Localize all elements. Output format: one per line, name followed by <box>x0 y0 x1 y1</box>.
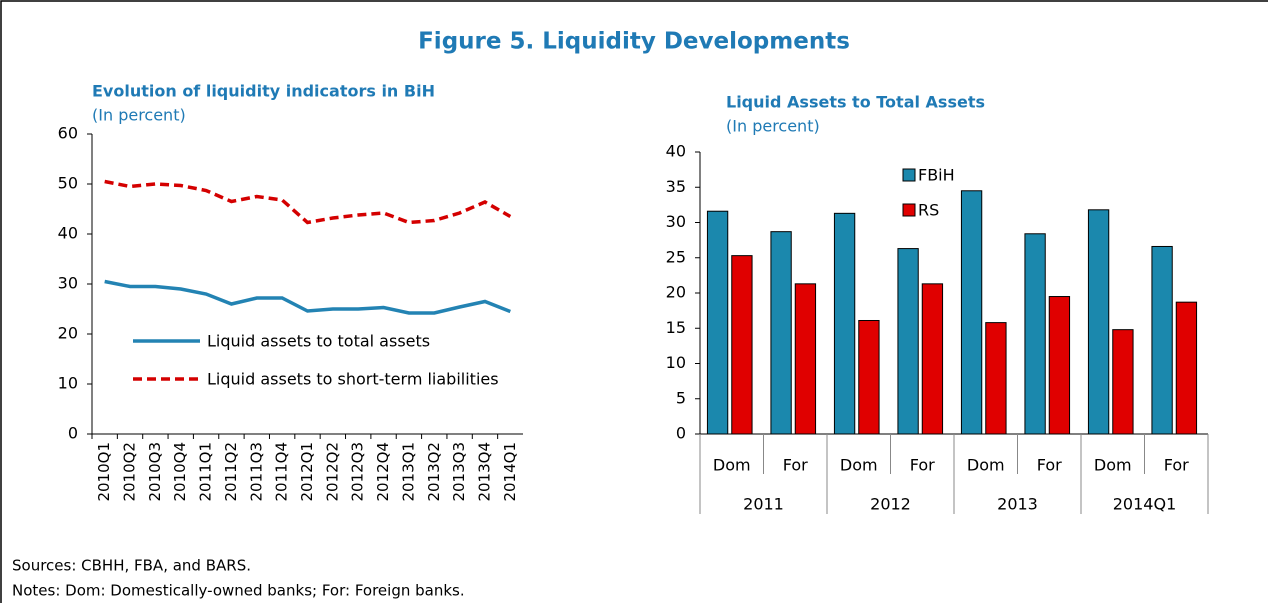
x-tick-label: Dom <box>840 456 878 475</box>
chart-title: Liquid Assets to Total Assets <box>726 93 985 112</box>
legend-label: FBiH <box>918 166 955 185</box>
y-tick-label: 10 <box>666 353 686 372</box>
bar <box>897 248 919 435</box>
y-tick-label: 30 <box>666 212 686 231</box>
bar <box>731 255 753 435</box>
group-label: 2011 <box>743 495 784 514</box>
y-tick-label: 50 <box>58 174 78 193</box>
legend-label: Liquid assets to short-term liabilities <box>207 370 499 389</box>
bar <box>858 319 880 435</box>
x-tick-label: 2011Q4 <box>273 442 291 502</box>
bar <box>985 322 1007 435</box>
bar <box>706 210 729 435</box>
y-tick-label: 20 <box>58 324 78 343</box>
x-tick-label: 2012Q3 <box>349 442 367 502</box>
figure-title: Figure 5. Liquidity Developments <box>418 29 850 55</box>
y-tick-label: 15 <box>666 318 686 337</box>
chart-subtitle: (In percent) <box>92 106 186 125</box>
chart-subtitle: (In percent) <box>726 117 820 136</box>
group-label: 2014Q1 <box>1113 495 1177 514</box>
y-tick-label: 60 <box>58 124 78 143</box>
y-tick-label: 35 <box>666 177 686 196</box>
bar <box>921 283 944 435</box>
bar <box>1151 245 1173 435</box>
bar <box>770 231 792 435</box>
x-tick-label: Dom <box>1094 456 1132 475</box>
group-label: 2013 <box>997 495 1038 514</box>
x-tick-label: 2013Q1 <box>399 442 417 502</box>
x-tick-label: 2010Q4 <box>171 442 189 502</box>
sources: Sources: CBHH, FBA, and BARS. <box>12 557 251 575</box>
bar <box>1175 301 1198 435</box>
x-tick-label: Dom <box>713 456 751 475</box>
bar <box>833 212 856 435</box>
x-tick-label: 2011Q1 <box>197 442 215 502</box>
x-tick-label: Dom <box>967 456 1005 475</box>
bar <box>1087 209 1110 435</box>
y-tick-label: 0 <box>676 424 686 443</box>
x-tick-label: 2010Q1 <box>95 442 113 502</box>
line <box>104 179 512 225</box>
x-tick-label: 2014Q1 <box>501 442 519 502</box>
bar <box>794 283 817 435</box>
y-tick-label: 5 <box>676 388 686 407</box>
x-tick-label: 2012Q4 <box>374 442 392 502</box>
x-tick-label: 2011Q3 <box>247 442 265 502</box>
legend-label: Liquid assets to total assets <box>207 332 430 351</box>
x-tick-label: 2011Q2 <box>222 442 240 502</box>
legend-label: RS <box>918 201 939 220</box>
bar <box>1112 329 1134 435</box>
group-label: 2012 <box>870 495 911 514</box>
bar <box>1048 296 1071 435</box>
x-tick-label: 2012Q2 <box>323 442 341 502</box>
y-tick-label: 25 <box>666 247 686 266</box>
x-tick-label: 2012Q1 <box>298 442 316 502</box>
x-tick-label: For <box>910 456 935 475</box>
notes: Notes: Dom: Domestically-owned banks; Fo… <box>12 582 465 600</box>
bar <box>1024 233 1046 435</box>
legend-swatch <box>902 168 916 182</box>
y-tick-label: 10 <box>58 374 78 393</box>
x-tick-label: 2010Q2 <box>121 442 139 502</box>
y-tick-label: 40 <box>58 224 78 243</box>
x-tick-label: For <box>1164 456 1189 475</box>
x-tick-label: 2013Q2 <box>425 442 443 502</box>
x-tick-label: For <box>1037 456 1062 475</box>
x-tick-label: 2010Q3 <box>146 442 164 502</box>
line <box>104 279 511 315</box>
y-tick-label: 30 <box>58 274 78 293</box>
x-tick-label: For <box>783 456 808 475</box>
legend-swatch <box>902 203 916 217</box>
y-tick-label: 0 <box>68 424 78 443</box>
chart-title: Evolution of liquidity indicators in BiH <box>92 82 435 101</box>
y-tick-label: 40 <box>666 142 686 161</box>
x-tick-label: 2013Q3 <box>450 442 468 502</box>
bar <box>960 190 983 435</box>
x-tick-label: 2013Q4 <box>475 442 493 502</box>
y-tick-label: 20 <box>666 283 686 302</box>
